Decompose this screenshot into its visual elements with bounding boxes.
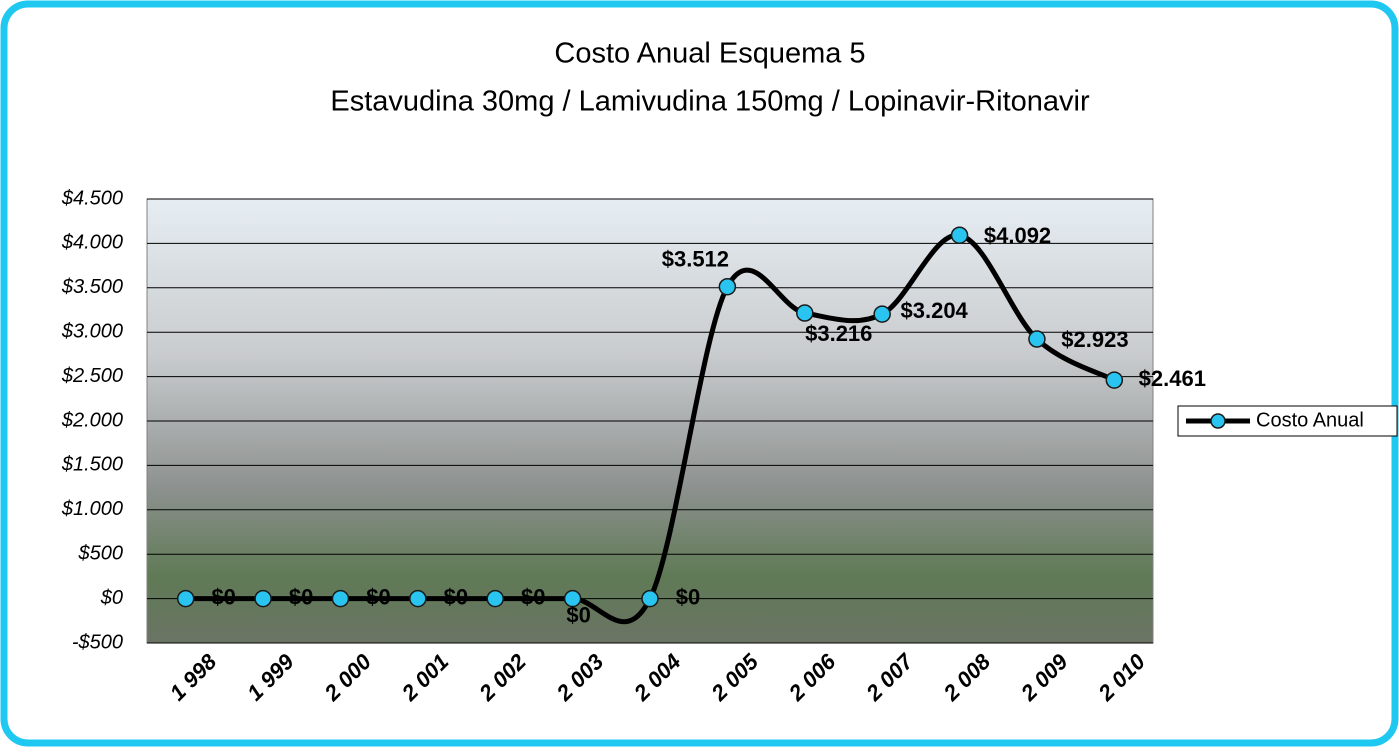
data-label: $0 bbox=[566, 602, 590, 627]
legend: Costo Anual bbox=[1177, 405, 1398, 437]
y-tick-label: $3.500 bbox=[61, 276, 123, 298]
marker bbox=[718, 277, 737, 296]
y-tick-label: $4.000 bbox=[61, 232, 123, 254]
data-label: $3.204 bbox=[901, 298, 969, 323]
data-label: $0 bbox=[521, 584, 545, 609]
marker bbox=[254, 589, 272, 608]
marker bbox=[1028, 330, 1046, 348]
data-label: $0 bbox=[676, 584, 700, 609]
data-label: $3.512 bbox=[662, 247, 729, 272]
y-tick-label: $4.500 bbox=[61, 187, 123, 209]
data-label: $2.461 bbox=[1139, 366, 1206, 391]
y-tick-label: $0 bbox=[100, 587, 123, 609]
marker bbox=[950, 226, 969, 244]
data-label: $2.923 bbox=[1061, 327, 1128, 352]
marker bbox=[176, 589, 195, 608]
legend-marker bbox=[1210, 413, 1226, 429]
marker bbox=[873, 305, 891, 323]
y-tick-label: $3.000 bbox=[61, 320, 123, 342]
y-tick-label: $2.000 bbox=[61, 409, 123, 431]
data-label: $0 bbox=[366, 584, 390, 609]
legend-label: Costo Anual bbox=[1256, 409, 1364, 431]
marker bbox=[486, 589, 504, 608]
data-label: $3.216 bbox=[805, 321, 872, 346]
marker bbox=[641, 589, 659, 608]
data-label: $0 bbox=[211, 584, 235, 609]
y-tick-label: $1.500 bbox=[61, 454, 123, 476]
data-label: $4.092 bbox=[984, 223, 1051, 248]
y-tick-label: -$500 bbox=[72, 631, 123, 653]
marker bbox=[796, 304, 814, 322]
y-tick-label: $2.500 bbox=[61, 365, 123, 387]
marker bbox=[1105, 371, 1124, 389]
marker bbox=[563, 589, 582, 608]
marker bbox=[331, 589, 350, 608]
data-label: $0 bbox=[289, 584, 313, 609]
data-label: $0 bbox=[444, 584, 468, 609]
y-tick-label: $1.000 bbox=[61, 498, 123, 520]
y-tick-label: $500 bbox=[78, 542, 124, 564]
chart-subtitle: Estavudina 30mg / Lamivudina 150mg / Lop… bbox=[330, 86, 1090, 118]
marker bbox=[409, 589, 427, 608]
chart-title: Costo Anual Esquema 5 bbox=[554, 38, 865, 70]
